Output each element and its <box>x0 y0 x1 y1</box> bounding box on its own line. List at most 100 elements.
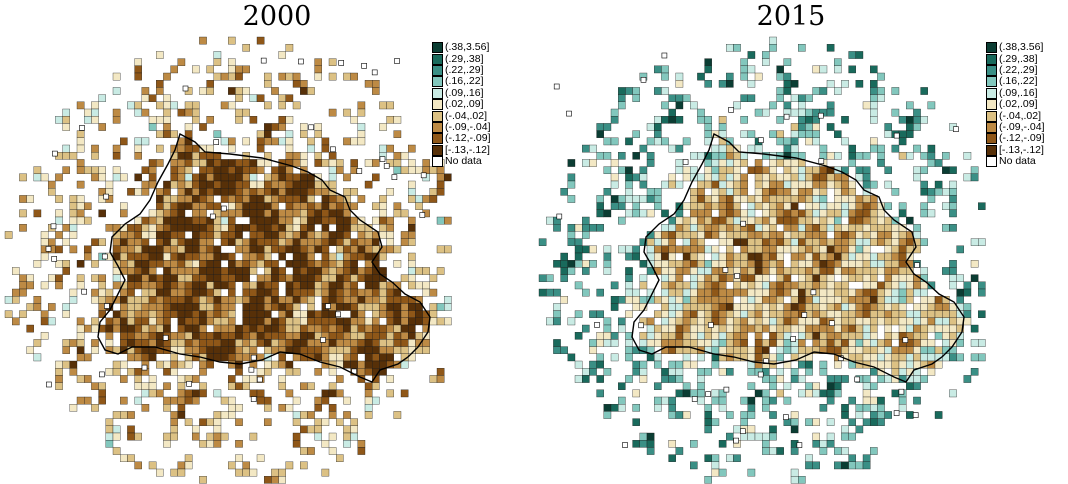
grid-cell <box>783 202 792 210</box>
grid-cell <box>776 353 784 362</box>
grid-cell <box>790 231 799 239</box>
grid-cell <box>148 288 157 297</box>
grid-cell <box>177 389 186 398</box>
grid-cell <box>199 195 207 203</box>
grid-cell <box>19 288 27 297</box>
grid-cell <box>386 144 394 153</box>
grid-cell <box>877 231 885 239</box>
grid-cell <box>256 224 265 232</box>
grid-cell <box>213 260 222 268</box>
grid-cell <box>170 360 178 369</box>
grid-cell <box>19 310 27 318</box>
grid-cell <box>170 202 178 210</box>
grid-cell <box>783 267 792 275</box>
legend-item: (-.12,-.09] <box>986 133 1068 145</box>
grid-cell <box>256 137 265 146</box>
grid-cell <box>192 332 200 340</box>
grid-cell <box>91 116 99 124</box>
grid-cell <box>711 188 720 196</box>
grid-cell <box>206 195 214 203</box>
grid-cell <box>747 51 756 59</box>
grid-cell <box>841 404 849 412</box>
grid-cell <box>798 101 806 110</box>
grid-cell <box>415 310 423 318</box>
grid-cell <box>704 368 712 376</box>
grid-cell <box>740 303 748 311</box>
grid-cell <box>134 339 142 347</box>
grid-cell <box>718 216 727 225</box>
grid-cell <box>776 209 784 218</box>
grid-cell <box>819 303 828 311</box>
grid-cell <box>314 72 322 81</box>
grid-cell <box>285 195 294 203</box>
grid-cell <box>661 324 669 333</box>
grid-cell <box>220 432 229 441</box>
grid-cell <box>560 267 568 275</box>
grid-cell <box>812 461 820 470</box>
no-data-cell <box>99 371 105 378</box>
grid-cell <box>300 288 308 297</box>
grid-cell <box>877 224 885 232</box>
grid-cell <box>271 137 279 146</box>
grid-cell <box>733 288 741 297</box>
grid-cell <box>177 404 186 412</box>
grid-cell <box>877 404 885 412</box>
grid-cell <box>668 224 676 232</box>
grid-cell <box>711 339 720 347</box>
grid-cell <box>646 339 655 347</box>
grid-cell <box>963 281 972 290</box>
grid-cell <box>177 173 186 182</box>
grid-cell <box>48 303 56 311</box>
grid-cell <box>134 216 142 225</box>
grid-cell <box>754 260 763 268</box>
grid-cell <box>978 288 986 297</box>
grid-cell <box>790 281 799 290</box>
grid-cell <box>733 454 741 462</box>
grid-cell <box>718 296 727 304</box>
grid-cell <box>798 281 806 290</box>
grid-cell <box>292 317 301 326</box>
no-data-cell <box>419 212 426 218</box>
grid-cell <box>177 274 186 282</box>
grid-cell <box>220 274 229 282</box>
grid-cell <box>740 339 748 347</box>
grid-cell <box>278 310 286 318</box>
grid-cell <box>314 209 322 218</box>
grid-cell <box>148 324 157 333</box>
grid-cell <box>343 339 351 347</box>
grid-cell <box>98 281 106 290</box>
grid-cell <box>379 216 387 225</box>
grid-cell <box>242 159 250 167</box>
grid-cell <box>220 296 229 304</box>
legend-label: (.16,.22] <box>999 75 1038 88</box>
grid-cell <box>726 274 734 282</box>
grid-cell <box>567 224 576 232</box>
grid-cell <box>762 195 770 203</box>
grid-cell <box>776 180 784 189</box>
grid-cell <box>805 454 813 462</box>
grid-cell <box>307 425 315 434</box>
grid-cell <box>336 303 344 311</box>
grid-cell <box>618 324 626 333</box>
grid-cell <box>862 382 871 390</box>
city-boundary <box>631 132 965 383</box>
grid-cell <box>422 195 430 203</box>
grid-cell <box>206 116 214 124</box>
grid-cell <box>826 108 835 117</box>
grid-cell <box>726 231 734 239</box>
grid-cell <box>661 116 669 124</box>
grid-cell <box>69 288 78 297</box>
grid-cell <box>192 425 200 434</box>
grid-cell <box>372 332 380 340</box>
grid-cell <box>120 260 128 268</box>
grid-cell <box>314 317 322 326</box>
grid-cell <box>213 310 222 318</box>
grid-cell <box>740 159 748 167</box>
grid-cell <box>386 332 394 340</box>
grid-cell <box>934 360 943 369</box>
grid-cell <box>567 173 576 182</box>
grid-cell <box>711 267 720 275</box>
grid-cell <box>91 346 99 354</box>
grid-cell <box>228 274 236 282</box>
grid-cell <box>841 180 849 189</box>
